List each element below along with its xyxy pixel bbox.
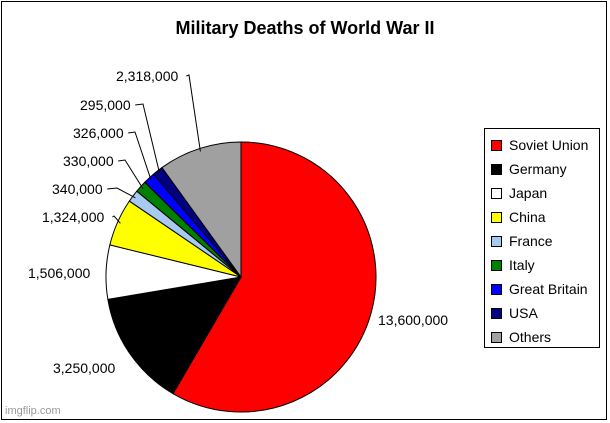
leader-line [186, 74, 201, 152]
pie-slices [105, 141, 377, 413]
pie-slice-soviet-union [172, 141, 377, 413]
leader-line [107, 187, 136, 199]
legend-swatch [491, 283, 502, 295]
data-label: 330,000 [63, 153, 114, 169]
legend-swatch [491, 211, 502, 223]
data-label: 13,600,000 [378, 312, 448, 328]
leader-line [112, 215, 121, 224]
legend-item: China [491, 205, 599, 229]
legend-label: USA [509, 305, 538, 321]
leader-line [118, 159, 144, 189]
legend-swatch [491, 259, 502, 271]
legend-label: Germany [509, 161, 567, 177]
data-label: 326,000 [73, 125, 124, 141]
legend-item: Germany [491, 157, 599, 181]
data-label: 1,324,000 [42, 209, 104, 225]
legend-swatch [491, 307, 502, 319]
legend-label: France [509, 233, 553, 249]
data-label: 295,000 [80, 97, 131, 113]
legend: Soviet Union Germany Japan China France Italy… [484, 128, 600, 348]
legend-swatch [491, 139, 502, 151]
leader-lines [107, 74, 201, 224]
data-label: 2,318,000 [116, 68, 178, 84]
legend-swatch [491, 235, 502, 247]
legend-item: France [491, 229, 599, 253]
pie-slice-germany [107, 276, 242, 395]
slice-labels: 13,600,000 3,250,000 1,506,000 1,324,000 340… [28, 68, 448, 376]
legend-item: Italy [491, 253, 599, 277]
legend-label: Great Britain [509, 281, 588, 297]
legend-label: Others [509, 329, 552, 345]
leader-line [128, 131, 152, 181]
data-label: 340,000 [52, 181, 103, 197]
data-label: 1,506,000 [28, 265, 90, 281]
legend-swatch [491, 163, 502, 175]
legend-label: Japan [509, 185, 548, 201]
legend-item: Japan [491, 181, 599, 205]
legend-item: Others [491, 325, 599, 349]
legend-swatch [491, 331, 502, 343]
leader-line [135, 103, 161, 174]
chart-title: Military Deaths of World War II [175, 18, 435, 38]
legend-label: Italy [509, 257, 535, 273]
legend-item: USA [491, 301, 599, 325]
legend-item: Soviet Union [491, 133, 599, 157]
data-label: 3,250,000 [53, 360, 115, 376]
legend-item: Great Britain [491, 277, 599, 301]
legend-swatch [491, 187, 502, 199]
watermark: imgflip.com [5, 405, 61, 417]
legend-label: China [509, 209, 546, 225]
legend-label: Soviet Union [509, 137, 589, 153]
